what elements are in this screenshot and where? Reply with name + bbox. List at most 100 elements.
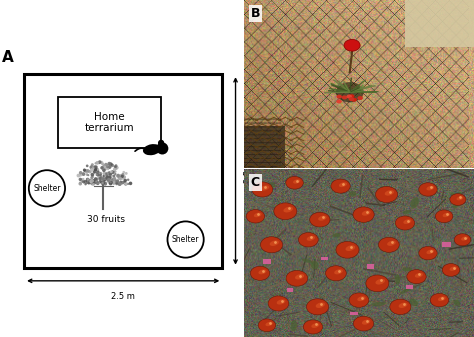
Point [84,177,91,182]
Point [82,168,90,174]
Point [79,177,87,182]
Point [105,170,113,175]
Point [108,180,115,185]
Circle shape [430,294,449,307]
Ellipse shape [346,245,355,251]
Point [105,165,112,171]
Ellipse shape [295,274,304,279]
Circle shape [379,237,399,252]
Point [109,163,116,168]
Ellipse shape [261,185,269,190]
Bar [405,0,474,47]
Point [91,164,98,169]
Point [115,181,123,186]
Point [90,182,98,187]
Point [107,162,114,167]
Point [97,176,104,181]
Ellipse shape [427,249,434,254]
Point [106,180,114,185]
Ellipse shape [456,196,463,201]
Point [88,180,95,185]
Point [116,176,123,181]
Point [114,165,121,171]
Point [91,176,99,181]
Point [112,163,120,168]
Point [110,180,118,185]
Point [111,164,119,170]
Circle shape [336,241,359,258]
Point [89,174,96,180]
Point [94,169,102,174]
Point [74,173,82,178]
Ellipse shape [362,319,370,325]
Point [111,169,119,174]
Ellipse shape [438,297,446,301]
Ellipse shape [310,261,319,270]
Point [99,177,107,182]
Ellipse shape [449,267,457,271]
Circle shape [307,299,328,315]
Point [97,180,105,185]
Point [114,173,122,178]
Ellipse shape [348,191,356,197]
Circle shape [407,270,426,284]
Circle shape [158,140,164,146]
Ellipse shape [399,303,408,308]
Ellipse shape [316,302,325,308]
Point [108,169,115,174]
Ellipse shape [410,197,419,208]
Point [110,181,118,186]
Circle shape [435,210,453,223]
Point [100,173,108,179]
Ellipse shape [395,274,400,284]
Ellipse shape [409,299,418,306]
Point [92,165,100,170]
Point [92,164,100,170]
Circle shape [357,96,363,100]
Point [97,179,104,184]
Point [109,178,117,183]
Point [88,164,95,170]
Point [103,164,111,170]
Ellipse shape [415,273,423,278]
Point [86,178,94,183]
Point [90,178,98,183]
Point [95,160,103,166]
Point [104,175,111,181]
Point [113,181,120,186]
Point [109,170,117,175]
Point [95,175,103,180]
Point [101,171,109,176]
Ellipse shape [328,272,332,282]
Ellipse shape [269,182,275,187]
Point [91,167,99,172]
Point [117,179,125,185]
Ellipse shape [302,258,312,263]
Circle shape [303,320,323,334]
Ellipse shape [452,267,459,271]
Point [81,167,88,173]
Point [100,181,107,186]
Point [94,180,101,186]
Ellipse shape [443,213,450,217]
Ellipse shape [402,267,412,271]
Text: 30 fruits: 30 fruits [87,215,125,224]
Point [91,167,99,173]
Ellipse shape [454,300,460,306]
Point [110,173,118,179]
Point [101,180,109,186]
Bar [287,288,293,292]
Circle shape [419,246,437,260]
Point [111,166,118,172]
Point [106,165,113,170]
Bar [442,242,451,247]
Point [100,177,108,182]
Point [92,180,100,186]
Text: A: A [2,50,14,65]
Point [102,176,110,181]
Ellipse shape [277,299,285,305]
Ellipse shape [403,219,411,224]
Point [112,166,120,171]
Point [117,173,124,178]
Point [83,180,91,185]
